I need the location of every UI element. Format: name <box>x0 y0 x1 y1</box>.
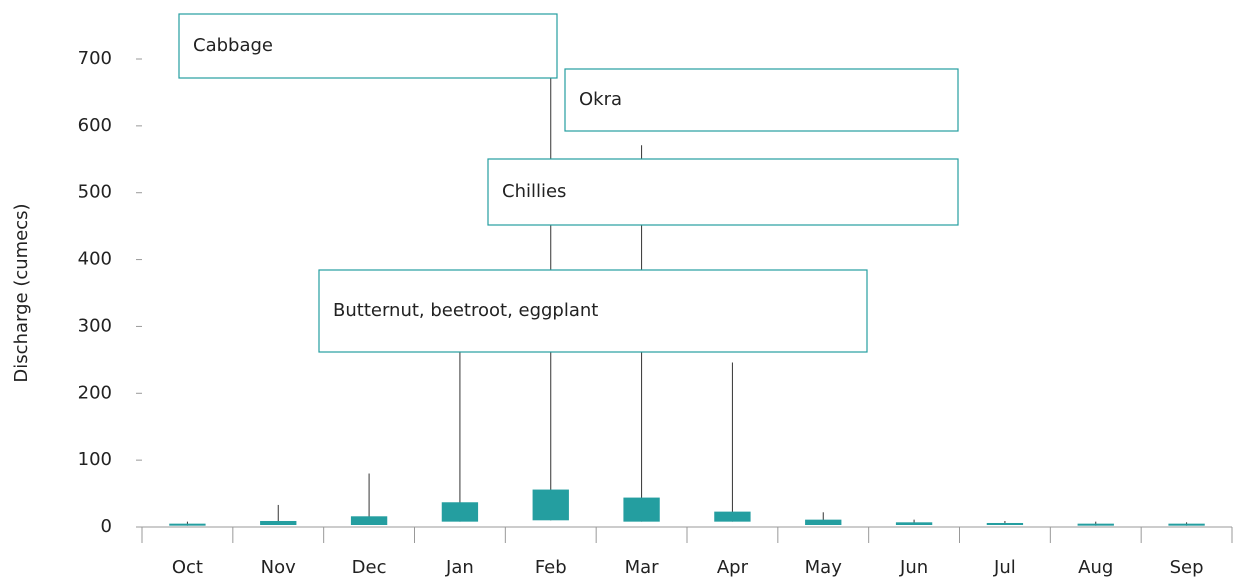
y-tick-label: 300 <box>78 315 112 336</box>
annotation-label: Butternut, beetroot, eggplant <box>333 300 598 321</box>
annotation-box <box>487 158 959 226</box>
annotation-box <box>564 68 959 132</box>
box <box>532 489 569 521</box>
x-tick-label: Dec <box>352 557 387 578</box>
box <box>895 522 933 525</box>
annotation-label: Cabbage <box>193 35 273 56</box>
y-axis-label: Discharge (cumecs) <box>11 203 32 382</box>
y-tick-label: 100 <box>78 449 112 470</box>
annotation: Chillies <box>487 158 959 226</box>
x-tick-label: Jan <box>445 557 474 578</box>
annotation: Cabbage <box>178 13 558 79</box>
y-tick-label: 600 <box>78 115 112 136</box>
x-tick-label: Apr <box>717 557 749 578</box>
y-tick-label: 500 <box>78 182 112 203</box>
annotation-box <box>318 269 868 353</box>
annotation-label: Okra <box>579 89 622 110</box>
x-tick-label: Jun <box>899 557 928 578</box>
box <box>714 511 751 522</box>
box <box>805 519 842 525</box>
box <box>260 520 297 525</box>
annotation-label: Chillies <box>502 181 566 202</box>
y-tick-label: 700 <box>78 48 112 69</box>
box <box>1077 523 1114 526</box>
x-tick-label: Sep <box>1170 557 1204 578</box>
box <box>1168 523 1205 526</box>
x-tick-label: Nov <box>261 557 296 578</box>
box <box>350 516 388 525</box>
annotation: Butternut, beetroot, eggplant <box>318 269 868 353</box>
box <box>986 522 1024 525</box>
annotation: Okra <box>564 68 959 132</box>
x-tick-label: Feb <box>535 557 567 578</box>
box <box>441 502 479 522</box>
x-tick-label: Jul <box>993 557 1016 578</box>
y-tick-label: 0 <box>101 516 112 537</box>
y-tick-label: 400 <box>78 249 112 270</box>
x-tick-label: Mar <box>625 557 660 578</box>
box <box>169 523 206 526</box>
annotation-box <box>178 13 558 79</box>
box <box>623 497 660 522</box>
x-tick-label: May <box>805 557 843 578</box>
x-tick-label: Aug <box>1078 557 1113 578</box>
x-tick-label: Oct <box>172 557 203 578</box>
y-tick-label: 200 <box>78 382 112 403</box>
